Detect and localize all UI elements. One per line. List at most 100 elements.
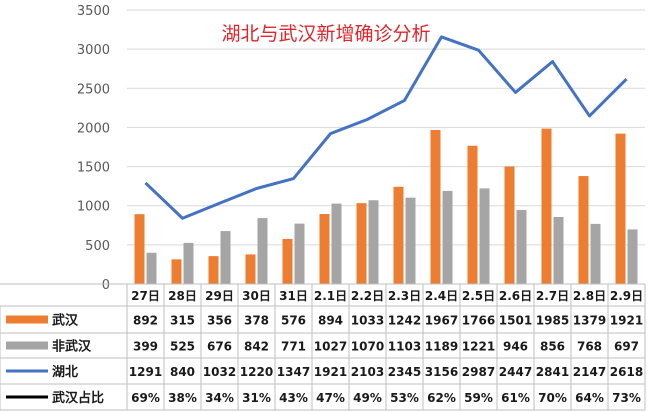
bar-wuhan	[615, 133, 626, 284]
bar-wuhan	[245, 254, 256, 284]
table-cell: 2103	[351, 365, 384, 379]
bar-non-wuhan	[331, 203, 342, 284]
bar-non-wuhan	[183, 242, 194, 284]
y-tick-label: 3000	[77, 43, 110, 58]
table-cell: 894	[318, 314, 343, 328]
x-tick-label: 30日	[242, 289, 271, 303]
x-tick-label: 2.9日	[610, 289, 643, 303]
table-cell: 399	[133, 340, 158, 354]
table-cell: 62%	[427, 391, 456, 405]
x-tick-label: 2.7日	[536, 289, 569, 303]
bar-wuhan	[319, 214, 330, 284]
table-cell: 1189	[425, 340, 458, 354]
x-tick-label: 27日	[131, 289, 160, 303]
bar-non-wuhan	[516, 209, 527, 284]
y-tick-label: 500	[85, 239, 110, 254]
table-cell: 2841	[536, 365, 569, 379]
table-cell: 2147	[573, 365, 606, 379]
x-tick-label: 2.2日	[351, 289, 384, 303]
table-cell: 2987	[462, 365, 495, 379]
x-tick-label: 31日	[279, 289, 308, 303]
x-tick-label: 2.6日	[499, 289, 532, 303]
x-tick-label: 28日	[168, 289, 197, 303]
table-cell: 43%	[279, 391, 308, 405]
table-cell: 3156	[425, 365, 458, 379]
table-cell: 1501	[499, 314, 532, 328]
bar-wuhan	[356, 203, 367, 284]
table-cell: 378	[244, 314, 269, 328]
x-tick-label: 2.5日	[462, 289, 495, 303]
table-cell: 1921	[314, 365, 347, 379]
x-tick-label: 29日	[205, 289, 234, 303]
bar-wuhan	[430, 130, 441, 284]
bar-wuhan	[504, 166, 515, 284]
table-cell: 1291	[129, 365, 162, 379]
table-cell: 1027	[314, 340, 347, 354]
table-cell: 356	[207, 314, 232, 328]
table-cell: 576	[281, 314, 306, 328]
y-axis: 0 500 1000 1500 2000 2500 3000 3500	[77, 4, 110, 293]
bar-wuhan	[467, 145, 478, 284]
x-tick-label: 2.4日	[425, 289, 458, 303]
bar-non-wuhan	[220, 231, 231, 284]
bar-wuhan	[208, 256, 219, 284]
y-tick-label: 2500	[77, 82, 110, 97]
bar-non-wuhan	[590, 223, 601, 284]
table-cell: 842	[244, 340, 269, 354]
table-cell: 2345	[388, 365, 421, 379]
table-cell: 1033	[351, 314, 384, 328]
table-cell: 892	[133, 314, 158, 328]
table-cell: 47%	[316, 391, 345, 405]
table-cell: 34%	[205, 391, 234, 405]
y-tick-label: 1000	[77, 200, 110, 215]
table-cell: 53%	[390, 391, 419, 405]
bar-wuhan	[578, 176, 589, 284]
x-tick-label: 2.8日	[573, 289, 606, 303]
table-cell: 64%	[575, 391, 604, 405]
table-row-label: 非武汉	[52, 339, 92, 355]
bar-non-wuhan	[627, 229, 638, 284]
x-tick-label: 2.1日	[314, 289, 347, 303]
bar-wuhan	[134, 214, 145, 284]
y-tick-label: 1500	[77, 161, 110, 176]
table-cell: 771	[281, 340, 306, 354]
table-cell: 69%	[131, 391, 160, 405]
bar-wuhan	[282, 238, 293, 284]
table-cell: 1032	[203, 365, 236, 379]
line-hubei	[144, 35, 628, 220]
bar-wuhan	[541, 128, 552, 284]
table-row-label: 湖北	[52, 365, 78, 380]
table-row-label: 武汉占比	[52, 390, 104, 406]
table-row-label: 武汉	[52, 313, 79, 329]
bar-series	[134, 128, 638, 284]
bar-non-wuhan	[146, 252, 157, 284]
table-cell: 2447	[499, 365, 532, 379]
gridlines	[127, 9, 645, 285]
table-cell: 2618	[610, 365, 643, 379]
table-cell: 1221	[462, 340, 495, 354]
data-table: 27日 28日 29日 30日 31日 2.1日 2.2日 2.3日 2.4日 2.5日 2.6日 2…	[0, 283, 646, 411]
table-cell: 840	[170, 365, 195, 379]
table-cell: 49%	[353, 391, 382, 405]
table-cell: 1967	[425, 314, 458, 328]
table-cell: 1070	[351, 340, 384, 354]
table-cell: 1242	[388, 314, 421, 328]
table-cell: 70%	[538, 391, 567, 405]
bar-wuhan	[171, 259, 182, 284]
table-cell: 31%	[242, 391, 271, 405]
table-cell: 676	[207, 340, 232, 354]
legend-key	[6, 341, 48, 350]
table-cell: 59%	[464, 391, 493, 405]
bar-non-wuhan	[442, 190, 453, 284]
chart-title: 湖北与武汉新增确诊分析	[221, 23, 430, 45]
table-cell: 1103	[388, 340, 421, 354]
table-cell: 697	[614, 340, 639, 354]
y-tick-label: 2000	[77, 121, 110, 136]
legend-key	[6, 315, 48, 324]
x-tick-label: 2.3日	[388, 289, 421, 303]
table-cell: 1985	[536, 314, 569, 328]
table-cell: 946	[503, 340, 528, 354]
table-cell: 1766	[462, 314, 495, 328]
table-cell: 1347	[277, 365, 310, 379]
